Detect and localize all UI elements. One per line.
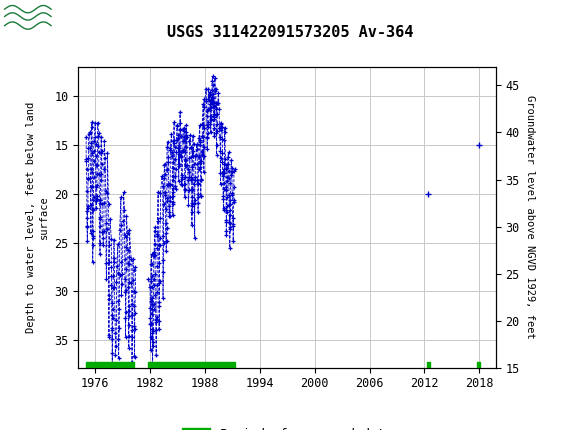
Bar (3, 3, 52, 34)
Text: USGS 311422091573205 Av-364: USGS 311422091573205 Av-364 (167, 25, 413, 40)
Legend: Period of approved data: Period of approved data (177, 423, 397, 430)
Y-axis label: Depth to water level, feet below land
surface: Depth to water level, feet below land su… (26, 101, 49, 333)
Y-axis label: Groundwater level above NGVD 1929, feet: Groundwater level above NGVD 1929, feet (525, 95, 535, 339)
Text: USGS: USGS (58, 10, 105, 25)
